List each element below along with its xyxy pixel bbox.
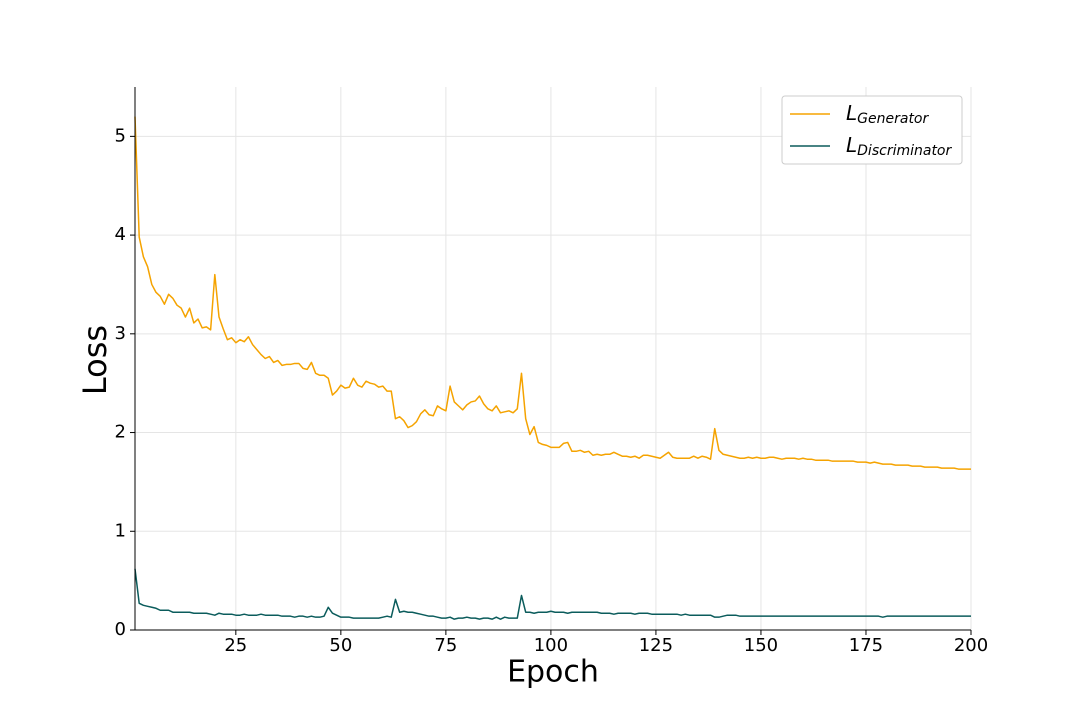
- y-tick-label: 0: [115, 619, 126, 640]
- x-tick-label: 200: [954, 635, 988, 656]
- y-axis-label: Loss: [76, 325, 114, 395]
- legend-frame: [781, 95, 963, 165]
- y-tick-label: 1: [115, 520, 126, 541]
- ticks: 25 50 75 100 125 150 175 200 0 1 2 3 4 5: [115, 125, 989, 656]
- legend-symbol: L: [846, 133, 857, 157]
- series-line: [134, 116, 971, 470]
- x-tick-label: 125: [639, 635, 673, 656]
- y-tick-label: 5: [115, 125, 126, 146]
- x-axis-label: Epoch: [507, 655, 599, 690]
- legend-subscript: Generator: [857, 111, 929, 127]
- legend-subscript: Discriminator: [857, 143, 952, 159]
- x-tick-label: 50: [329, 635, 352, 656]
- x-tick-label: 100: [534, 635, 568, 656]
- x-tick-label: 75: [434, 635, 457, 656]
- x-tick-label: 150: [744, 635, 778, 656]
- legend-symbol: L: [846, 101, 857, 125]
- series-line: [134, 568, 971, 620]
- y-tick-label: 2: [115, 422, 126, 443]
- x-tick-label: 25: [224, 635, 247, 656]
- plot-area: [134, 116, 971, 620]
- y-tick-label: 3: [115, 323, 126, 344]
- x-tick-label: 175: [849, 635, 883, 656]
- y-tick-label: 4: [115, 224, 126, 245]
- legend-label: LDiscriminator: [846, 133, 952, 160]
- legend-label: LGenerator: [846, 101, 929, 128]
